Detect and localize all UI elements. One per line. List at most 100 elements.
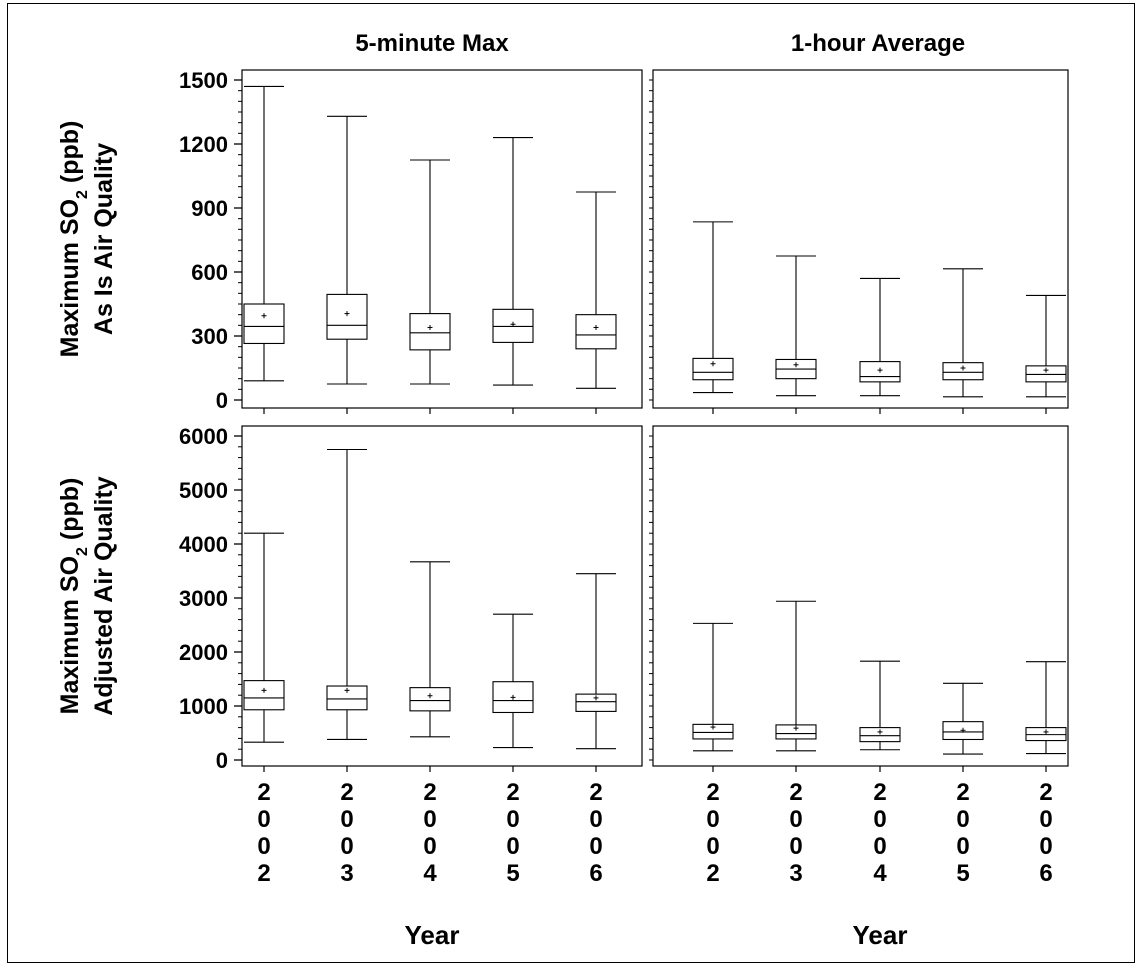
box-2006 (1025, 294, 1067, 398)
year-digit: 2 (706, 860, 719, 887)
year-digit: 0 (873, 806, 886, 833)
y-tick-label: 600 (191, 260, 228, 285)
iqr-box (409, 687, 451, 712)
iqr-box (326, 293, 368, 340)
year-digit: 2 (589, 779, 602, 806)
box-2002 (243, 85, 285, 382)
y-axis-label-unit: (ppb) (56, 478, 84, 547)
y-tick-label: 1500 (179, 68, 228, 93)
year-digit: 2 (706, 779, 719, 806)
year-digit: 0 (257, 833, 270, 860)
year-digit: 0 (873, 833, 886, 860)
year-digit: 2 (423, 779, 436, 806)
year-digit: 4 (873, 860, 887, 887)
year-digit: 0 (423, 806, 436, 833)
box-2004 (859, 277, 901, 397)
year-digit: 0 (1039, 806, 1052, 833)
box-2004 (859, 660, 901, 751)
year-digit: 0 (1039, 833, 1052, 860)
year-digit: 0 (340, 806, 353, 833)
y-tick-label: 4000 (179, 532, 228, 557)
year-digit: 2 (1039, 779, 1052, 806)
year-digit: 2 (340, 779, 353, 806)
box-2005 (492, 137, 534, 386)
iqr-box (575, 693, 617, 712)
box-2004 (409, 561, 451, 738)
box-2004 (409, 159, 451, 385)
box-2002 (243, 532, 285, 743)
panel-adjusted-5min (234, 425, 643, 772)
iqr-box (409, 313, 451, 351)
year-digit: 0 (956, 833, 969, 860)
figure-frame (7, 3, 1135, 963)
box-2005 (942, 268, 984, 398)
y-axis-label-group: Maximum SO2 (ppb) As Is Air Quality (56, 121, 118, 358)
y-axis-label: Maximum SO2 (ppb) (56, 478, 91, 715)
year-digit: 0 (589, 833, 602, 860)
year-digit: 6 (589, 860, 602, 887)
box-2003 (775, 255, 817, 397)
year-digit: 6 (1039, 860, 1052, 887)
panel-frame (241, 69, 643, 409)
y-axis-label-group: Maximum SO2 (ppb) Adjusted Air Quality (56, 476, 118, 715)
y-axis-label: Maximum SO2 (ppb) (56, 121, 91, 358)
year-digit: 2 (257, 779, 270, 806)
year-digit: 0 (956, 806, 969, 833)
year-digit: 0 (423, 833, 436, 860)
box-2006 (1025, 661, 1067, 755)
year-digit: 0 (589, 806, 602, 833)
labels-layer: 0300600900120015000100020003000400050006… (56, 30, 1053, 950)
iqr-box (692, 357, 734, 381)
panel-as-is-5min (234, 69, 643, 414)
box-2002 (692, 221, 734, 394)
year-digit: 0 (789, 833, 802, 860)
y-tick-label: 900 (191, 196, 228, 221)
y-axis-label-subscript: 2 (74, 547, 91, 556)
iqr-box (859, 727, 901, 743)
year-digit: 5 (506, 860, 519, 887)
year-digit: 2 (257, 860, 270, 887)
y-axis-row-label: Adjusted Air Quality (90, 476, 118, 715)
year-digit: 0 (506, 833, 519, 860)
year-digit: 0 (706, 806, 719, 833)
year-digit: 0 (706, 833, 719, 860)
iqr-box (326, 685, 368, 711)
y-tick-label: 1200 (179, 132, 228, 157)
iqr-box (575, 314, 617, 350)
y-axis-label-main: Maximum SO (56, 556, 84, 714)
y-tick-label: 1000 (179, 694, 228, 719)
y-tick-label: 6000 (179, 424, 228, 449)
box-2005 (492, 613, 534, 749)
y-tick-label: 3000 (179, 586, 228, 611)
box-2002 (692, 622, 734, 752)
panel-as-is-1hour (649, 69, 1069, 414)
y-tick-label: 5000 (179, 478, 228, 503)
year-digit: 2 (789, 779, 802, 806)
y-tick-label: 300 (191, 324, 228, 349)
year-digit: 2 (506, 779, 519, 806)
box-2003 (775, 600, 817, 752)
x-axis-label: Year (853, 920, 908, 950)
column-title-1-hour-average: 1-hour Average (791, 30, 965, 57)
panels-layer (234, 69, 1069, 772)
y-tick-label: 0 (216, 748, 228, 773)
box-2003 (326, 448, 368, 741)
y-axis-label-subscript: 2 (74, 190, 91, 199)
panel-frame (652, 69, 1069, 409)
iqr-box (942, 362, 984, 381)
year-digit: 2 (956, 779, 969, 806)
column-title-5-minute-max: 5-minute Max (355, 30, 509, 57)
iqr-box (692, 723, 734, 740)
box-2003 (326, 115, 368, 385)
box-2005 (942, 682, 984, 755)
